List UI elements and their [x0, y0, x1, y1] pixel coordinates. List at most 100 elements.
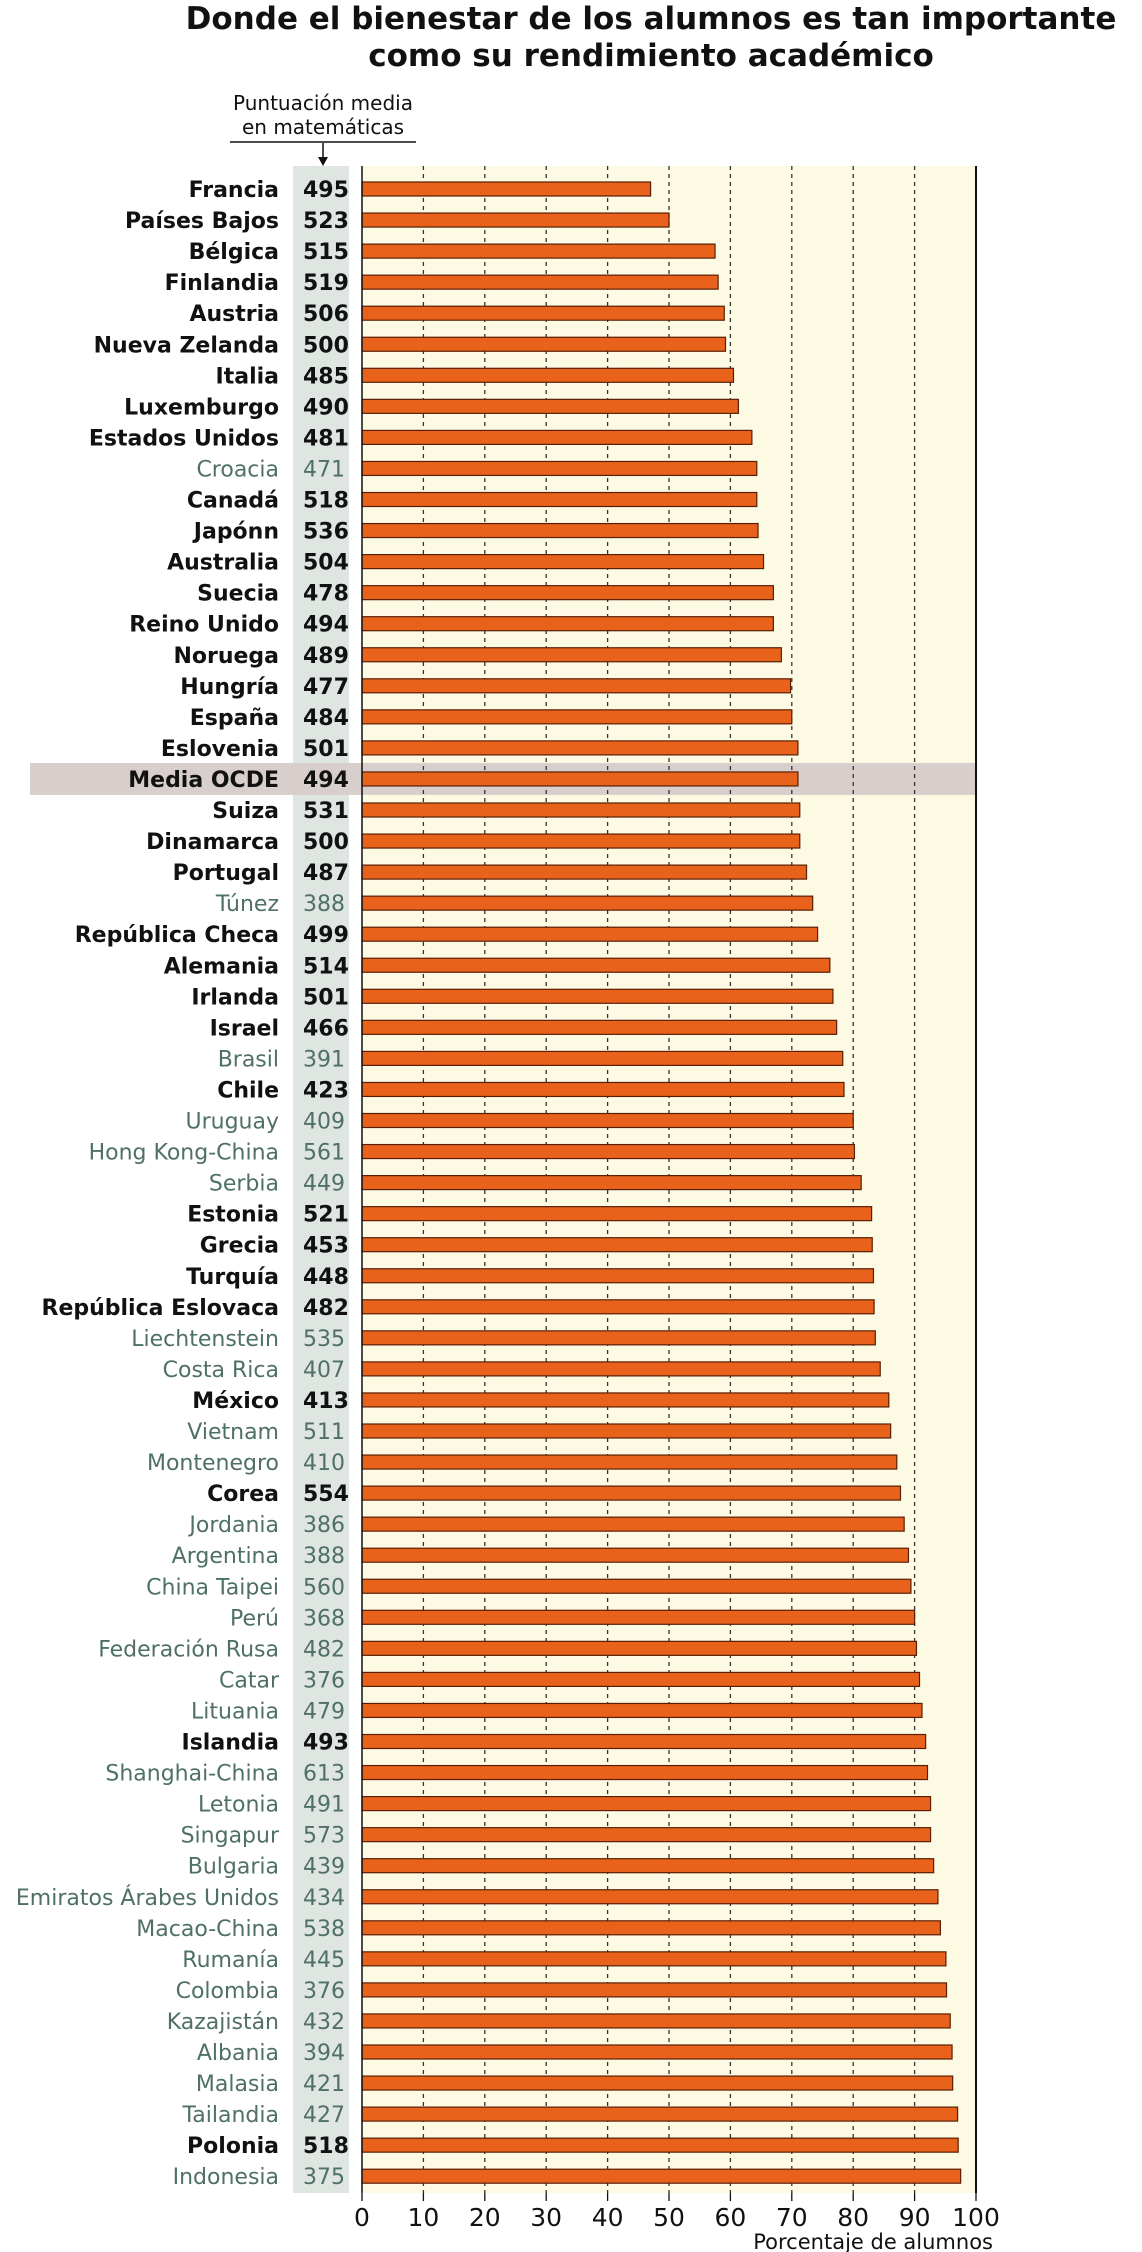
country-label: Países Bajos	[125, 209, 279, 234]
score-label: 481	[303, 426, 349, 451]
bar	[361, 367, 735, 383]
bar	[361, 802, 801, 818]
country-label: Japónn	[192, 520, 279, 545]
bar	[361, 740, 799, 756]
country-label: Jordania	[187, 1513, 279, 1538]
score-label: 479	[303, 1699, 345, 1724]
score-label: 561	[303, 1141, 345, 1166]
country-label: Colombia	[176, 1979, 279, 2004]
country-label: Chile	[217, 1078, 279, 1103]
country-label: República Eslovaca	[42, 1296, 280, 1321]
score-label: 394	[303, 2041, 345, 2066]
x-tick-label: 70	[776, 2203, 808, 2232]
country-label: Canadá	[187, 489, 279, 514]
bar	[361, 2075, 954, 2091]
bar	[361, 1702, 923, 1719]
bar	[361, 305, 725, 321]
x-tick-label: 20	[469, 2203, 501, 2232]
bar	[361, 1920, 941, 1936]
country-label: Brasil	[218, 1047, 279, 1072]
score-label: 487	[303, 861, 349, 886]
score-label: 535	[303, 1327, 345, 1352]
x-tick-label: 40	[592, 2203, 624, 2232]
score-label: 368	[303, 1606, 345, 1631]
score-label: 391	[303, 1047, 345, 1072]
country-label: Finlandia	[165, 271, 279, 296]
country-label: Rumanía	[182, 1948, 279, 1973]
score-column-background	[293, 166, 349, 2193]
country-label: Corea	[207, 1482, 279, 1507]
score-label: 560	[303, 1575, 345, 1600]
score-label: 501	[303, 737, 349, 762]
score-label: 500	[303, 333, 349, 358]
country-label: Túnez	[215, 892, 279, 917]
bar	[361, 274, 719, 290]
x-tick-label: 100	[952, 2203, 1000, 2232]
country-label: Estonia	[187, 1203, 279, 1228]
score-label: 388	[303, 892, 345, 917]
score-label: 386	[303, 1513, 345, 1538]
bar	[361, 1547, 910, 1563]
score-label: 511	[303, 1420, 345, 1445]
score-label: 471	[303, 457, 345, 482]
x-tick-label: 90	[899, 2203, 931, 2232]
country-label: Montenegro	[147, 1451, 279, 1476]
x-tick-label: 80	[837, 2203, 869, 2232]
bar	[361, 616, 774, 632]
score-label: 445	[303, 1948, 345, 1973]
bar	[361, 709, 793, 725]
score-label: 434	[303, 1886, 345, 1911]
country-label: Perú	[230, 1606, 279, 1631]
bar	[361, 833, 801, 849]
x-tick-label: 50	[653, 2203, 685, 2232]
score-label: 376	[303, 1979, 345, 2004]
score-label: 499	[303, 923, 349, 948]
x-axis-ticks: 0 10 20 30 40 50 60 70 80 90 100	[354, 2193, 1000, 2232]
x-tick-label: 60	[714, 2203, 746, 2232]
bar	[361, 336, 727, 352]
country-label: Albania	[197, 2041, 279, 2066]
country-label: Singapur	[181, 1824, 280, 1849]
bar	[361, 1764, 929, 1781]
bar	[361, 1050, 844, 1067]
country-label: Francia	[189, 178, 279, 203]
bar	[361, 1361, 881, 1377]
score-label: 423	[303, 1078, 349, 1103]
score-label: 518	[303, 489, 349, 514]
score-label: 494	[303, 768, 349, 793]
bar	[361, 1330, 876, 1346]
bar	[361, 1392, 890, 1408]
bar	[361, 429, 753, 445]
country-label: Emiratos Árabes Unidos	[16, 1885, 279, 1911]
score-header-arrow	[318, 143, 328, 166]
bar	[361, 585, 774, 601]
score-label: 485	[303, 364, 349, 389]
country-label: Dinamarca	[146, 830, 279, 855]
score-label: 421	[303, 2072, 345, 2097]
bar	[361, 2044, 953, 2060]
score-label: 518	[303, 2134, 349, 2159]
score-label: 490	[303, 395, 349, 420]
country-label: Federación Rusa	[98, 1637, 279, 1662]
score-label: 506	[303, 302, 349, 327]
bar	[361, 771, 799, 787]
x-tick-label: 0	[354, 2203, 370, 2232]
score-label: 388	[303, 1544, 345, 1569]
bar	[361, 1733, 927, 1750]
chart-title-line-2: como su rendimiento académico	[368, 38, 934, 74]
score-label: 501	[303, 985, 349, 1010]
bar	[361, 2168, 962, 2184]
bar	[361, 1609, 916, 1625]
bar	[361, 1174, 862, 1191]
score-label: 482	[303, 1637, 345, 1662]
bar	[361, 1671, 921, 1688]
country-label: Hungría	[180, 675, 279, 700]
country-label: Macao-China	[136, 1917, 279, 1942]
score-label: 531	[303, 799, 349, 824]
country-label: Costa Rica	[163, 1358, 279, 1383]
country-label: Tailandia	[182, 2103, 280, 2128]
bar	[361, 1485, 902, 1501]
bar	[361, 1081, 845, 1098]
score-label: 613	[303, 1762, 345, 1787]
bar	[361, 1827, 932, 1843]
